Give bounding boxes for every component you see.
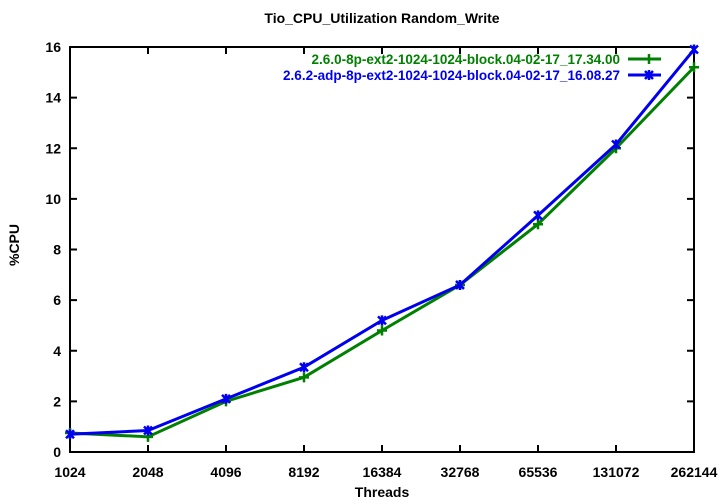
x-tick-label: 8192 [288, 464, 319, 480]
y-tick-label: 4 [53, 343, 61, 359]
data-point-1-4096 [221, 393, 231, 404]
y-tick-label: 12 [45, 140, 61, 156]
data-point-0-16384 [377, 325, 387, 336]
x-tick-label: 131072 [593, 464, 640, 480]
y-tick-label: 0 [53, 444, 61, 460]
legend-marker-0 [644, 54, 654, 64]
x-tick-label: 65536 [519, 464, 558, 480]
x-tick-label: 32768 [441, 464, 480, 480]
data-point-1-2048 [143, 425, 153, 436]
x-tick-label: 1024 [54, 464, 85, 480]
data-point-0-65536 [533, 219, 543, 230]
y-tick-label: 10 [45, 191, 61, 207]
data-point-1-1024 [65, 429, 75, 440]
y-tick-label: 8 [53, 242, 61, 258]
data-point-0-262144 [689, 62, 699, 73]
x-tick-label: 4096 [210, 464, 241, 480]
chart-title: Tio_CPU_Utilization Random_Write [264, 10, 500, 26]
data-point-1-262144 [689, 44, 699, 55]
legend-label-0: 2.6.0-8p-ext2-1024-1024-block.04-02-17_1… [312, 52, 620, 67]
x-tick-label: 16384 [363, 464, 402, 480]
y-tick-label: 16 [45, 39, 61, 55]
plot-border [69, 46, 695, 453]
x-axis-label: Threads [354, 484, 410, 500]
data-point-0-8192 [299, 372, 309, 383]
data-point-1-8192 [299, 362, 309, 373]
data-point-1-65536 [533, 210, 543, 221]
series-line-1 [69, 48, 696, 436]
series-line-0 [69, 66, 696, 439]
x-tick-label: 262144 [671, 464, 718, 480]
data-point-1-16384 [377, 315, 387, 326]
data-point-1-131072 [611, 139, 621, 150]
legend-label-1: 2.6.2-adp-8p-ext2-1024-1024-block.04-02-… [283, 68, 620, 83]
y-tick-label: 6 [53, 292, 61, 308]
data-point-1-32768 [455, 279, 465, 290]
x-tick-label: 2048 [132, 464, 163, 480]
y-tick-label: 14 [45, 90, 61, 106]
legend-marker-1 [644, 70, 654, 80]
y-tick-label: 2 [53, 393, 61, 409]
